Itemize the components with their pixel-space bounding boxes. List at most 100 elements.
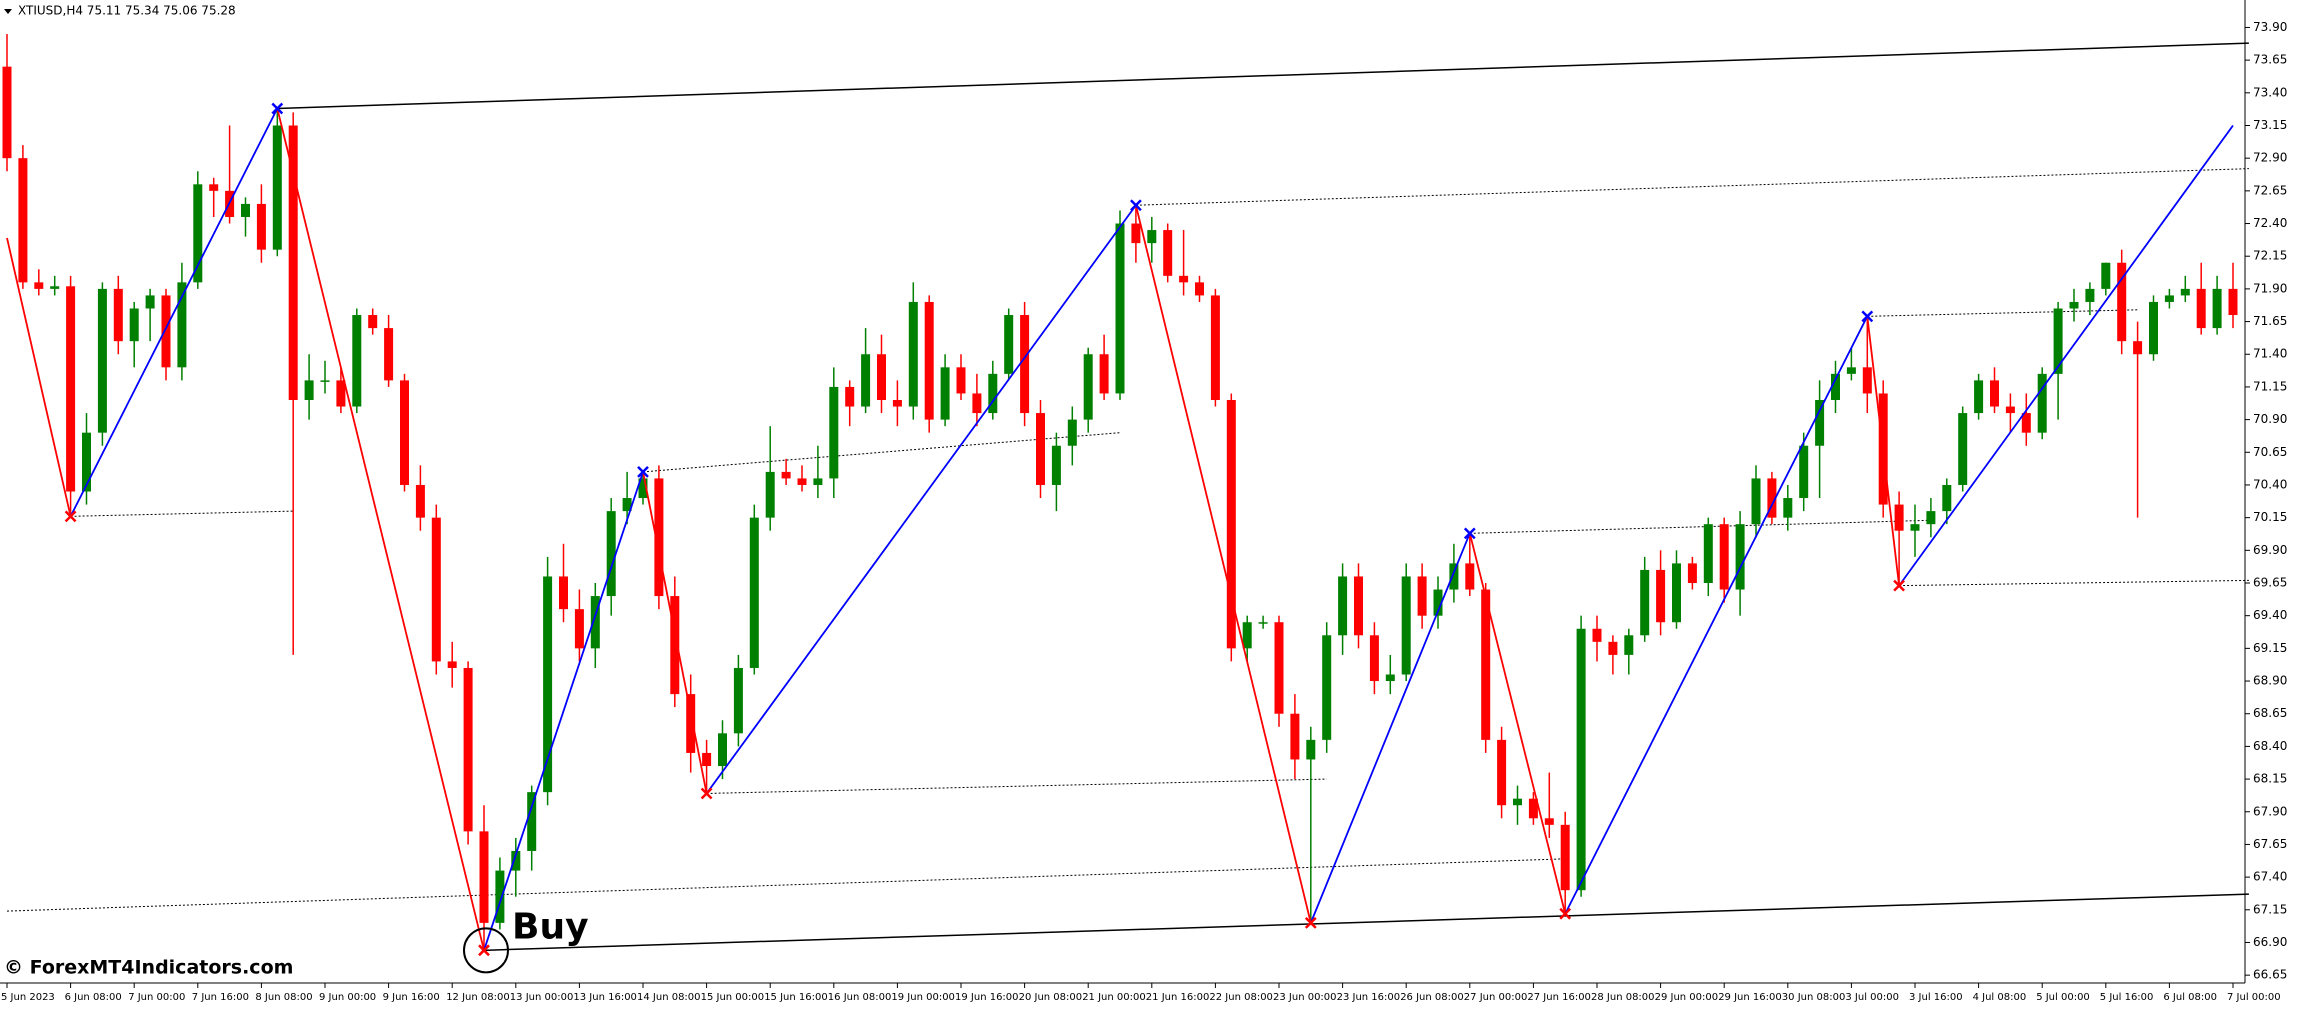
candle-body bbox=[956, 367, 966, 394]
channel-line bbox=[1867, 309, 2138, 317]
x-tick-label: 4 Jul 08:00 bbox=[1973, 992, 2027, 1003]
candle-body bbox=[2117, 262, 2127, 342]
candle-body bbox=[829, 386, 839, 479]
candle-body bbox=[654, 478, 664, 597]
candle-body bbox=[1020, 315, 1030, 414]
y-tick-label: 71.65 bbox=[2253, 314, 2287, 328]
candle-body bbox=[352, 315, 362, 407]
x-tick-label: 27 Jun 00:00 bbox=[1464, 992, 1528, 1003]
y-tick-label: 69.40 bbox=[2253, 608, 2287, 622]
candle-body bbox=[2069, 301, 2079, 309]
y-tick-label: 68.65 bbox=[2253, 706, 2287, 720]
candle-body bbox=[1894, 504, 1904, 531]
candle-body bbox=[861, 354, 871, 407]
candle-body bbox=[1036, 413, 1045, 485]
y-tick-label: 69.15 bbox=[2253, 641, 2287, 655]
candle-body bbox=[702, 752, 712, 767]
candle-body bbox=[256, 203, 266, 250]
candle-body bbox=[1815, 399, 1825, 446]
pivot-marker bbox=[64, 510, 77, 523]
candle-body bbox=[2053, 308, 2063, 374]
buy-label: Buy bbox=[512, 906, 589, 947]
trend-line bbox=[483, 893, 2249, 952]
candle-body bbox=[1290, 713, 1300, 760]
candle-body bbox=[1544, 818, 1554, 825]
x-tick-label: 22 Jun 08:00 bbox=[1209, 992, 1273, 1003]
pivot-marker bbox=[1130, 199, 1142, 212]
candle-body bbox=[749, 517, 759, 668]
y-tick-label: 69.90 bbox=[2253, 543, 2287, 557]
candle-body bbox=[431, 517, 441, 662]
x-tick-label: 12 Jun 08:00 bbox=[446, 992, 510, 1003]
candle-body bbox=[1179, 275, 1189, 283]
candle-body bbox=[129, 308, 139, 342]
candle-body bbox=[1338, 576, 1348, 636]
candle-body bbox=[272, 125, 282, 250]
x-tick-label: 27 Jun 16:00 bbox=[1527, 992, 1591, 1003]
y-tick-label: 73.90 bbox=[2253, 20, 2287, 34]
candle-body bbox=[1354, 576, 1363, 636]
candle-body bbox=[145, 295, 155, 309]
x-tick-label: 21 Jun 16:00 bbox=[1146, 992, 1210, 1003]
candle-body bbox=[1210, 295, 1220, 400]
candle-body bbox=[1592, 628, 1602, 642]
x-tick-label: 6 Jun 08:00 bbox=[65, 992, 122, 1003]
pivot-marker bbox=[637, 466, 649, 478]
candle-body bbox=[1958, 413, 1968, 485]
y-tick-label: 67.65 bbox=[2253, 837, 2287, 851]
candle-body bbox=[415, 484, 425, 518]
y-tick-label: 71.15 bbox=[2253, 379, 2287, 393]
y-tick-label: 72.65 bbox=[2253, 183, 2287, 197]
x-tick-label: 3 Jul 00:00 bbox=[1845, 992, 1899, 1003]
x-tick-label: 21 Jun 00:00 bbox=[1082, 992, 1146, 1003]
candle-body bbox=[2228, 288, 2238, 316]
candle-body bbox=[924, 301, 934, 420]
y-tick-label: 70.65 bbox=[2253, 445, 2287, 459]
candle-body bbox=[1385, 674, 1395, 682]
candle-body bbox=[1369, 635, 1379, 682]
candle-body bbox=[1910, 524, 1920, 531]
candle-body bbox=[479, 831, 489, 923]
candle-body bbox=[50, 286, 60, 289]
candle-body bbox=[1942, 484, 1952, 512]
x-tick-label: 7 Jul 00:00 bbox=[2227, 992, 2281, 1003]
candle-body bbox=[1242, 622, 1252, 649]
pivot-marker bbox=[271, 102, 284, 115]
candle-body bbox=[1513, 798, 1522, 806]
candle-body bbox=[1640, 569, 1650, 636]
y-tick-label: 68.90 bbox=[2253, 674, 2287, 688]
candle-body bbox=[511, 850, 521, 871]
y-tick-label: 72.90 bbox=[2253, 151, 2287, 165]
candle-body bbox=[1147, 230, 1157, 244]
candle-body bbox=[813, 478, 823, 485]
candle-body bbox=[1226, 399, 1236, 649]
x-tick-label: 9 Jun 00:00 bbox=[319, 992, 376, 1003]
y-tick-label: 66.65 bbox=[2253, 968, 2287, 982]
candle-body bbox=[845, 386, 855, 407]
y-tick-label: 72.15 bbox=[2253, 249, 2287, 263]
candle-body bbox=[1433, 589, 1443, 616]
candle-body bbox=[2101, 262, 2111, 289]
candle-body bbox=[1974, 380, 1984, 414]
candle-body bbox=[590, 596, 600, 649]
channel-line bbox=[70, 510, 294, 517]
candle-body bbox=[1862, 367, 1872, 394]
x-tick-label: 19 Jun 00:00 bbox=[891, 992, 955, 1003]
candle-body bbox=[113, 288, 123, 342]
candle-body bbox=[1672, 563, 1681, 623]
candle-body bbox=[193, 184, 203, 283]
y-tick-label: 69.65 bbox=[2253, 576, 2287, 590]
candle-body bbox=[1926, 511, 1936, 525]
x-tick-label: 15 Jun 00:00 bbox=[701, 992, 765, 1003]
candle-body bbox=[97, 288, 107, 433]
y-tick-label: 71.90 bbox=[2253, 281, 2287, 295]
candle-body bbox=[209, 184, 219, 191]
x-tick-label: 30 Jun 08:00 bbox=[1782, 992, 1846, 1003]
candle-body bbox=[1163, 230, 1173, 276]
pivot-marker bbox=[1304, 916, 1317, 929]
menu-arrow bbox=[4, 9, 12, 14]
candle-body bbox=[877, 354, 886, 400]
x-tick-label: 28 Jun 08:00 bbox=[1591, 992, 1655, 1003]
candle-body bbox=[1831, 373, 1840, 400]
